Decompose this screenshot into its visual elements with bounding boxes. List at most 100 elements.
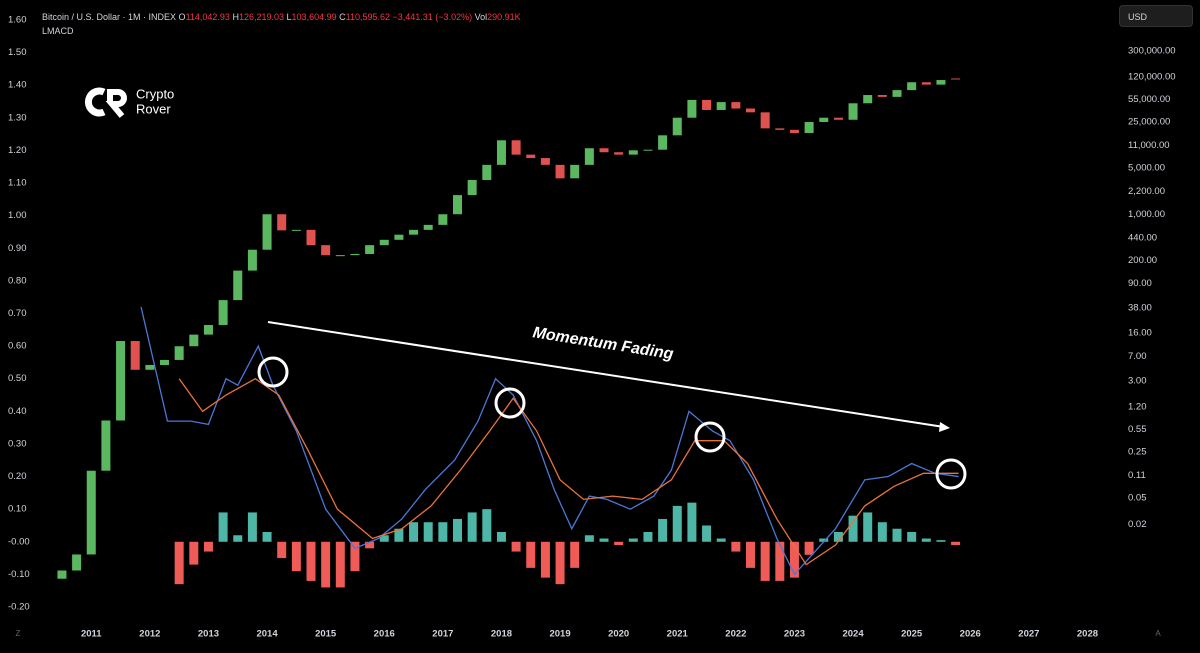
histogram-bar — [306, 541, 316, 581]
histogram-bar — [409, 522, 419, 542]
histogram-bar — [218, 512, 228, 542]
histogram-bar — [731, 541, 741, 552]
histogram-bar — [892, 528, 902, 542]
histogram-bar — [687, 502, 697, 542]
candle — [365, 245, 375, 254]
indicator-name: LMACD — [42, 26, 74, 36]
y2-tick-label: 0.25 — [1128, 446, 1147, 457]
x-tick-label: 2028 — [1077, 629, 1098, 640]
y2-tick-label: 1,000.00 — [1128, 209, 1165, 220]
candle — [628, 150, 638, 155]
candle — [130, 341, 140, 370]
y-tick-label: 0.80 — [8, 275, 27, 286]
candle — [57, 570, 67, 579]
y-tick-label: 1.20 — [8, 145, 27, 156]
histogram-bar — [438, 522, 448, 542]
candle — [599, 148, 609, 153]
candle — [833, 117, 843, 120]
y2-tick-label: 120,000.00 — [1128, 72, 1176, 83]
highlight-circle — [935, 458, 967, 490]
histogram-bar — [863, 512, 873, 542]
x-tick-label: 2016 — [374, 629, 395, 640]
histogram-bar — [789, 541, 799, 578]
y2-tick-label: 16.00 — [1128, 327, 1152, 338]
candle — [877, 95, 887, 97]
x-tick-label: 2017 — [432, 629, 453, 640]
candle — [643, 149, 653, 151]
y-tick-label: -0.10 — [8, 569, 30, 580]
corner-button[interactable]: A — [1155, 629, 1161, 638]
candle — [145, 364, 155, 370]
histogram-bar — [335, 541, 345, 588]
candle — [819, 117, 829, 122]
x-tick-label: 2022 — [725, 629, 746, 640]
y2-tick-label: 55,000.00 — [1128, 94, 1170, 105]
histogram-bar — [819, 538, 829, 542]
candle — [116, 341, 126, 421]
histogram-bar — [775, 541, 785, 581]
candle — [511, 140, 521, 155]
candle — [570, 164, 580, 179]
histogram-bar — [907, 531, 917, 542]
y2-tick-label: 0.55 — [1128, 424, 1147, 435]
histogram-bar — [951, 541, 961, 546]
y2-tick-label: 1.20 — [1128, 402, 1147, 413]
candle — [658, 135, 668, 150]
y-tick-label: 1.50 — [8, 47, 27, 58]
histogram-bar — [570, 541, 580, 568]
candle — [409, 229, 419, 235]
corner-button[interactable]: Z — [15, 629, 21, 638]
x-tick-label: 2020 — [608, 629, 629, 640]
x-tick-label: 2024 — [842, 629, 864, 640]
histogram-bar — [453, 518, 463, 542]
y-tick-label: 0.60 — [8, 341, 27, 352]
candle — [702, 99, 712, 110]
logo-mark — [84, 87, 127, 118]
x-tick-label: 2014 — [256, 629, 278, 640]
candle — [951, 78, 961, 80]
candle — [731, 102, 741, 109]
x-tick-label: 2018 — [491, 629, 512, 640]
candle — [335, 255, 345, 257]
histogram-bar — [350, 541, 360, 572]
candle — [247, 249, 257, 271]
arrow-head — [939, 422, 950, 432]
histogram-bar — [526, 541, 536, 568]
candle — [86, 470, 96, 555]
histogram-bar — [746, 541, 756, 568]
highlight-circle — [257, 356, 289, 388]
macd-line — [178, 377, 959, 566]
x-tick-label: 2011 — [81, 629, 102, 640]
ohlc-value: 103,604.99 — [291, 12, 337, 22]
candle — [291, 229, 301, 231]
candle — [189, 334, 199, 347]
logo-text: Rover — [136, 101, 171, 116]
histogram-bar — [555, 541, 565, 585]
y-tick-label: 1.60 — [8, 15, 27, 26]
y-tick-label: -0.20 — [8, 602, 30, 613]
candle — [936, 80, 946, 85]
histogram-bar — [584, 535, 594, 542]
candle — [394, 234, 404, 240]
volume-value: 290.91K — [487, 12, 521, 22]
candle — [453, 195, 463, 215]
histogram-bar — [643, 531, 653, 542]
histogram-bar — [321, 541, 331, 588]
y-tick-label: 0.90 — [8, 243, 27, 254]
histogram-bar — [247, 512, 257, 542]
histogram-bar — [921, 538, 931, 542]
logo-c — [84, 87, 106, 117]
currency-button[interactable]: USD — [1119, 5, 1193, 27]
ohlc-value: 114,042.93 — [185, 12, 230, 22]
histogram-bar — [423, 522, 433, 542]
highlight-circle — [494, 387, 526, 419]
candle — [555, 164, 565, 179]
candle — [687, 99, 697, 118]
y2-tick-label: 0.05 — [1128, 493, 1147, 504]
histogram-bar — [833, 531, 843, 542]
histogram-bar — [540, 541, 550, 578]
candle — [277, 214, 287, 231]
candle — [789, 129, 799, 134]
histogram-bar — [702, 525, 712, 542]
